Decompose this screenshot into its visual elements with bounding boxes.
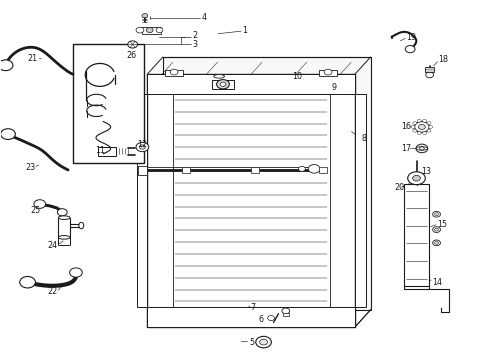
Circle shape xyxy=(435,228,439,231)
Circle shape xyxy=(419,147,424,150)
Text: 10: 10 xyxy=(293,72,303,81)
Ellipse shape xyxy=(214,75,224,78)
Text: 20: 20 xyxy=(394,183,405,192)
Bar xyxy=(147,74,355,327)
Text: 23: 23 xyxy=(25,163,35,172)
Text: 3: 3 xyxy=(192,40,197,49)
Circle shape xyxy=(418,125,425,130)
Text: 5: 5 xyxy=(249,338,254,347)
Circle shape xyxy=(0,129,15,139)
Circle shape xyxy=(260,339,268,345)
Circle shape xyxy=(0,60,13,71)
Text: 26: 26 xyxy=(127,51,137,60)
Circle shape xyxy=(128,41,138,48)
Circle shape xyxy=(433,227,441,233)
Circle shape xyxy=(435,213,439,216)
Bar xyxy=(165,69,183,76)
Bar xyxy=(404,184,429,286)
Circle shape xyxy=(435,242,439,244)
Circle shape xyxy=(57,209,67,216)
Circle shape xyxy=(411,126,415,129)
Circle shape xyxy=(170,69,178,75)
Text: 2: 2 xyxy=(192,31,197,40)
Circle shape xyxy=(426,72,434,78)
Bar xyxy=(172,94,330,307)
Text: 21: 21 xyxy=(27,54,38,63)
Text: 7: 7 xyxy=(251,303,256,312)
Text: 6: 6 xyxy=(259,315,264,324)
Circle shape xyxy=(136,142,149,152)
Circle shape xyxy=(217,80,229,89)
Circle shape xyxy=(268,316,274,320)
Circle shape xyxy=(417,120,421,122)
Text: 14: 14 xyxy=(432,278,442,287)
Text: 24: 24 xyxy=(48,241,58,250)
Circle shape xyxy=(416,144,428,153)
Bar xyxy=(139,166,147,175)
Ellipse shape xyxy=(79,222,84,229)
Bar xyxy=(98,147,116,156)
Circle shape xyxy=(405,45,415,53)
Ellipse shape xyxy=(58,216,70,220)
Circle shape xyxy=(415,122,429,132)
Bar xyxy=(319,69,337,76)
Circle shape xyxy=(136,27,144,33)
Circle shape xyxy=(433,211,441,217)
Text: 25: 25 xyxy=(30,206,40,215)
Circle shape xyxy=(256,336,271,348)
Text: 12: 12 xyxy=(138,140,147,149)
Bar xyxy=(212,80,234,89)
Circle shape xyxy=(220,82,226,86)
Circle shape xyxy=(140,145,146,149)
Text: 18: 18 xyxy=(439,55,448,64)
Bar xyxy=(182,167,190,173)
Circle shape xyxy=(308,165,320,173)
Bar xyxy=(251,167,259,173)
Bar xyxy=(147,307,355,327)
Circle shape xyxy=(147,28,153,33)
Text: 9: 9 xyxy=(332,83,337,92)
Circle shape xyxy=(427,122,431,125)
Text: 19: 19 xyxy=(406,33,416,42)
Text: 1: 1 xyxy=(243,26,247,35)
Circle shape xyxy=(417,132,421,135)
Circle shape xyxy=(408,172,425,185)
Circle shape xyxy=(142,14,148,18)
Bar xyxy=(425,67,434,72)
Circle shape xyxy=(20,276,35,288)
Circle shape xyxy=(282,308,290,314)
Bar xyxy=(319,167,327,173)
Circle shape xyxy=(427,129,431,132)
Circle shape xyxy=(34,200,46,208)
Text: 11: 11 xyxy=(95,146,105,155)
Text: 22: 22 xyxy=(47,287,57,296)
Bar xyxy=(73,44,144,163)
Bar xyxy=(147,74,355,94)
Circle shape xyxy=(413,122,416,125)
Circle shape xyxy=(423,120,427,122)
Circle shape xyxy=(413,129,416,132)
Bar xyxy=(355,94,366,307)
Circle shape xyxy=(413,175,420,181)
Ellipse shape xyxy=(58,235,70,239)
Text: 8: 8 xyxy=(361,134,367,143)
Circle shape xyxy=(156,28,163,33)
Bar xyxy=(163,57,370,310)
Text: 16: 16 xyxy=(401,122,412,131)
Bar xyxy=(283,313,289,316)
Bar xyxy=(137,94,147,307)
Text: 17: 17 xyxy=(401,144,412,153)
Text: 15: 15 xyxy=(437,220,447,229)
Circle shape xyxy=(423,132,427,135)
Bar xyxy=(143,27,161,34)
Circle shape xyxy=(298,166,305,171)
Text: 4: 4 xyxy=(202,13,207,22)
Circle shape xyxy=(70,268,82,277)
Circle shape xyxy=(429,126,433,129)
Circle shape xyxy=(324,69,332,75)
Text: 13: 13 xyxy=(421,167,431,176)
Circle shape xyxy=(433,240,441,246)
